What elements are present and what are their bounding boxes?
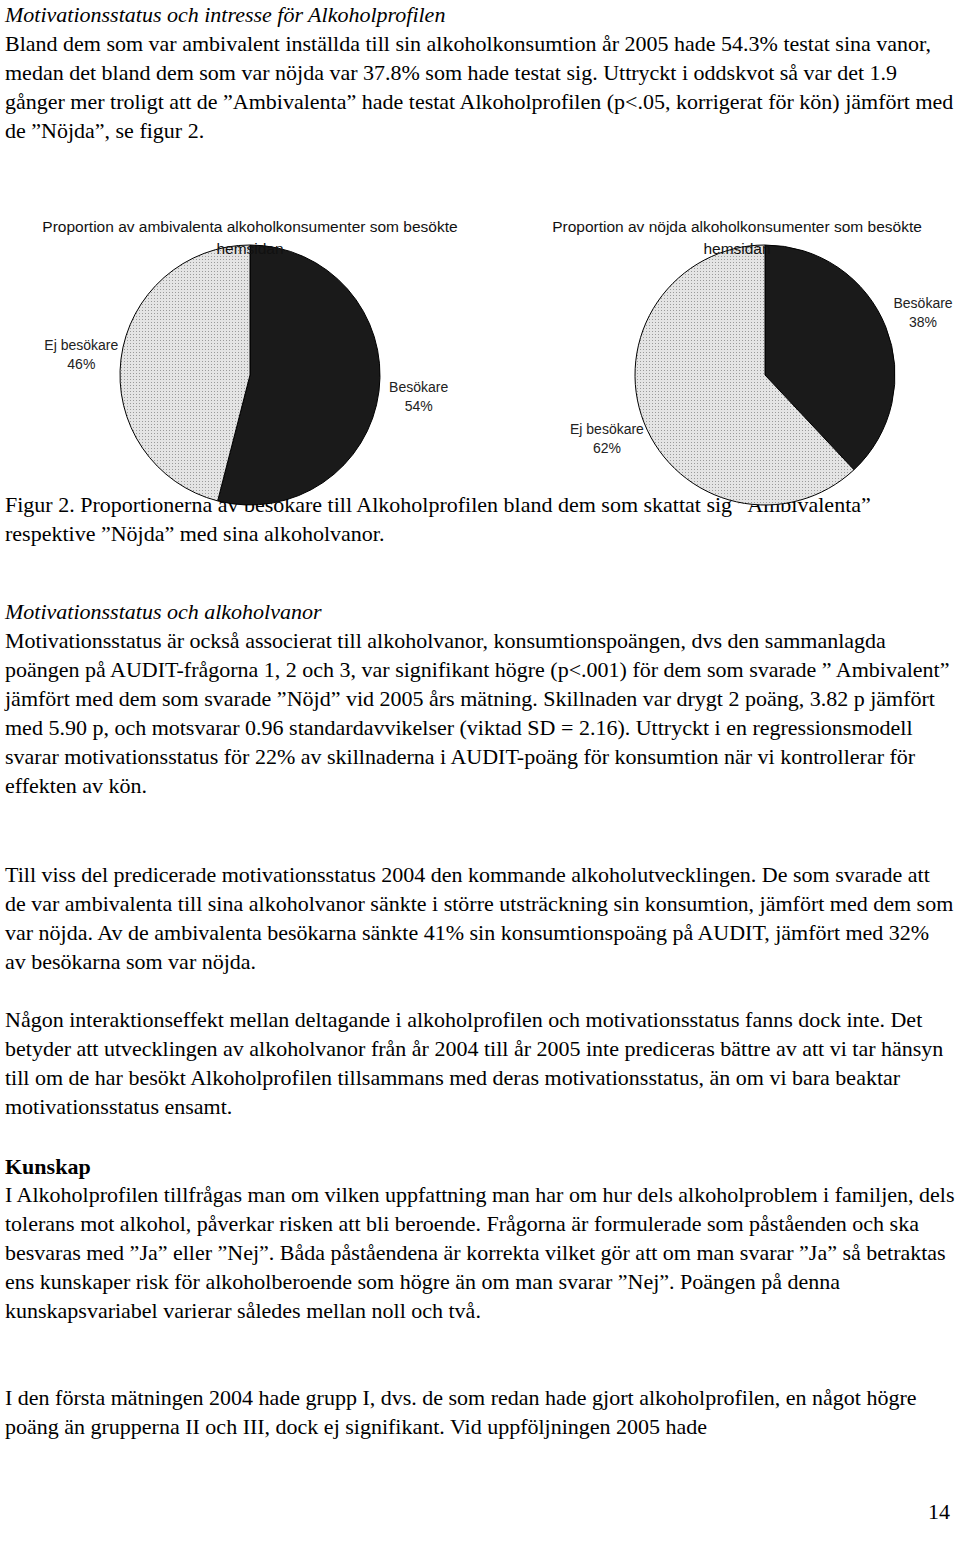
slice-label: Besökare [893,295,952,311]
paragraph: Motivationsstatus är också associerat ti… [5,626,955,800]
section-heading: Motivationsstatus och intresse för Alkoh… [5,0,955,29]
page: Motivationsstatus och intresse för Alkoh… [0,0,960,1543]
chart-title: Proportion av nöjda alkoholkonsumenter s… [527,216,947,260]
slice-label: Ej besökare [570,421,644,437]
slice-label: Ej besökare [44,337,118,353]
paragraph: Någon interaktionseffekt mellan deltagan… [5,1005,955,1121]
slice-value: 62% [593,440,621,456]
paragraph: I den första mätningen 2004 hade grupp I… [5,1383,955,1441]
page-number: 14 [860,1497,950,1526]
paragraph: Bland dem som var ambivalent inställda t… [5,29,955,145]
slice-label: Besökare [389,379,448,395]
pie [635,245,895,505]
slice-value: 46% [67,356,95,372]
slice-value: 54% [405,398,433,414]
figure-caption: Figur 2. Proportionerna av besökare till… [5,490,955,548]
pie-slice [635,245,854,505]
section-heading: Motivationsstatus och alkoholvanor [5,597,955,626]
slice-value: 38% [909,314,937,330]
pie [120,245,380,505]
pie-slice [120,245,250,501]
section-heading: Kunskap [5,1152,955,1181]
paragraph: Till viss del predicerade motivationssta… [5,860,955,976]
paragraph: I Alkoholprofilen tillfrågas man om vilk… [5,1180,955,1325]
chart-title: Proportion av ambivalenta alkoholkonsume… [32,216,468,260]
